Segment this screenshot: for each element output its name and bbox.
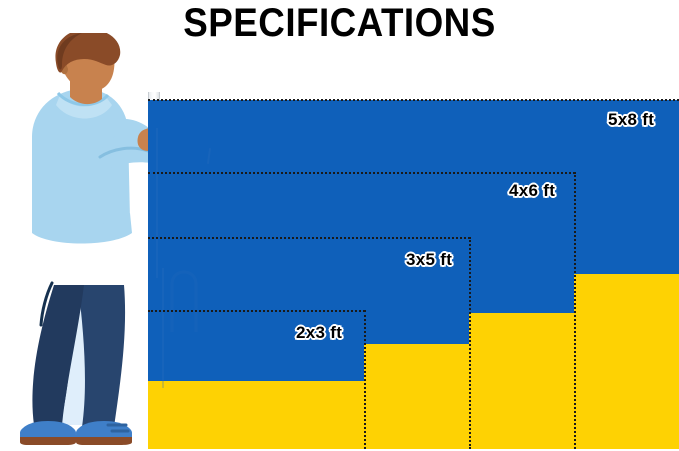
boundary-4x6-right: [574, 172, 576, 449]
flag-2x3-yellow: [148, 381, 364, 449]
flag-size-comparison: [148, 98, 679, 449]
boundary-4x6-top: [148, 172, 575, 174]
boundary-5x8-top: [148, 99, 679, 101]
size-label-3x5: 3x5 ft: [404, 248, 453, 270]
boundary-3x5-right: [469, 237, 471, 449]
size-label-2x3: 2x3 ft: [294, 321, 343, 343]
flag-3x5-yellow: [364, 344, 469, 449]
flag-5x8-yellow: [574, 274, 679, 449]
flag-2x3-blue: [148, 310, 364, 381]
size-label-5x8: 5x8 ft: [606, 108, 655, 130]
flag-4x6-yellow: [469, 313, 574, 449]
boundary-3x5-top: [148, 237, 470, 239]
size-label-4x6: 4x6 ft: [507, 179, 556, 201]
boundary-2x3-right: [364, 310, 366, 449]
person-illustration: [20, 33, 168, 445]
page-title: SPECIFICATIONS: [183, 1, 496, 45]
boundary-2x3-top: [148, 310, 365, 312]
